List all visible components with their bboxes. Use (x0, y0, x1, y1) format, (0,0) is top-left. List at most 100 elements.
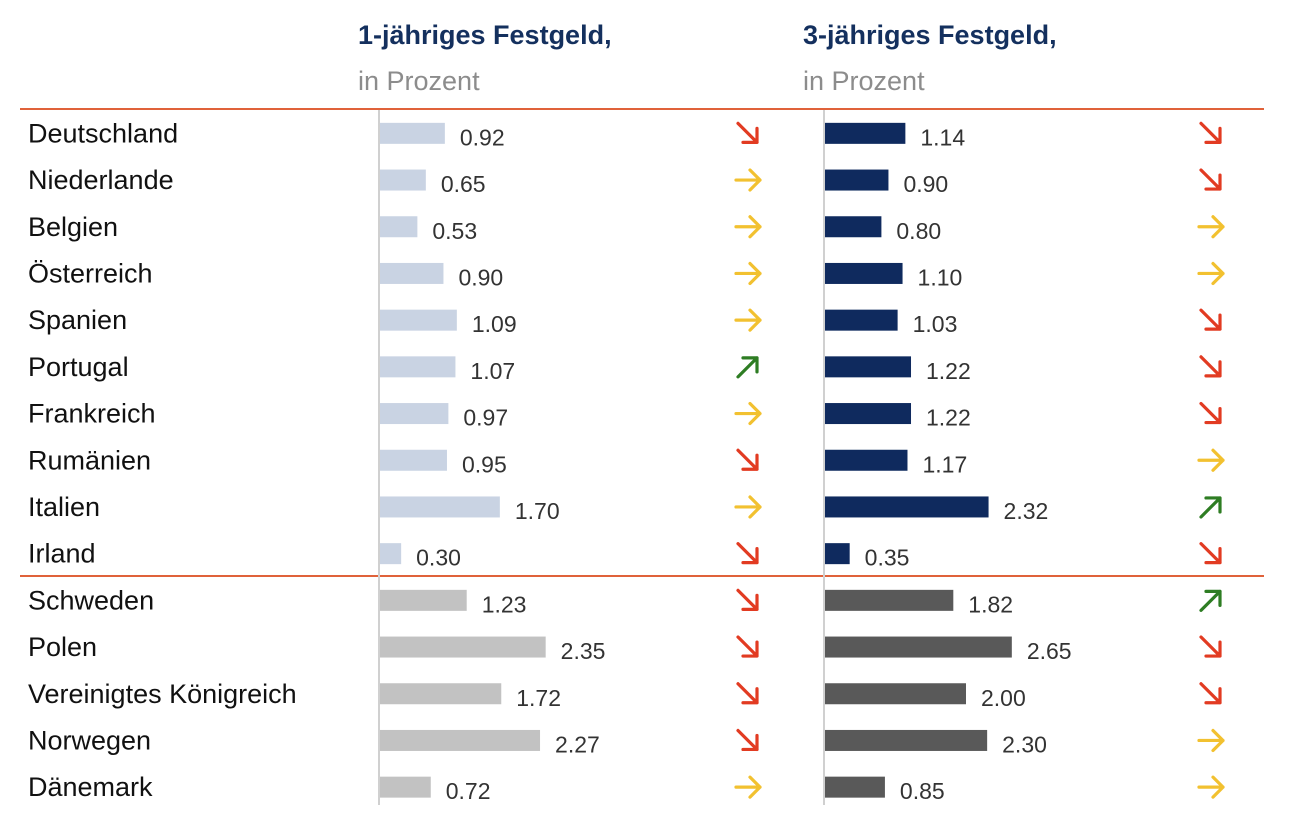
bar-1y (380, 449, 447, 471)
value-label-1y: 0.72 (446, 778, 491, 804)
value-label-1y: 0.30 (416, 545, 461, 571)
value-label-3y: 2.00 (981, 685, 1026, 711)
country-label: Spanien (28, 305, 127, 335)
value-label-3y: 1.10 (918, 264, 963, 290)
trend-flat-icon (1197, 215, 1225, 239)
value-label-1y: 1.09 (472, 311, 517, 337)
bar-3y (825, 216, 882, 238)
trend-flat-icon (734, 261, 762, 286)
bar-1y (380, 776, 431, 798)
bar-1y (380, 309, 457, 331)
bar-1y (380, 122, 445, 144)
bar-3y (825, 122, 906, 144)
country-label: Norwegen (28, 725, 151, 755)
bar-1y (380, 543, 402, 565)
bar-1y (380, 169, 426, 191)
trend-down-icon (736, 542, 759, 565)
trend-flat-icon (734, 308, 762, 332)
bar-3y (825, 543, 850, 565)
value-label-3y: 1.14 (920, 124, 965, 150)
trend-flat-icon (1197, 775, 1225, 799)
trend-down-icon (1199, 168, 1222, 191)
bar-3y (825, 729, 988, 751)
value-label-1y: 0.90 (458, 264, 503, 290)
value-label-3y: 1.22 (926, 358, 971, 384)
trend-down-icon (1199, 635, 1222, 658)
trend-up-icon (1199, 496, 1222, 519)
trend-up-icon (1199, 589, 1222, 612)
bar-3y (825, 683, 966, 705)
bar-3y (825, 309, 898, 331)
bar-1y (380, 683, 502, 705)
chart-subtitle-1y: in Prozent (358, 66, 480, 96)
chart-subtitle-3y: in Prozent (803, 66, 925, 96)
trend-down-icon (736, 588, 759, 611)
bar-3y (825, 589, 954, 611)
country-label: Frankreich (28, 399, 156, 429)
value-label-3y: 1.82 (968, 591, 1013, 617)
bar-1y (380, 496, 500, 518)
value-label-1y: 0.97 (463, 405, 508, 431)
country-label: Schweden (28, 585, 154, 615)
trend-down-icon (1199, 682, 1222, 705)
trend-down-icon (736, 728, 759, 752)
country-label: Italien (28, 492, 100, 522)
value-label-1y: 1.07 (470, 358, 515, 384)
trend-down-icon (736, 682, 759, 705)
value-label-3y: 2.30 (1002, 731, 1047, 757)
bar-3y (825, 636, 1012, 658)
value-label-1y: 0.92 (460, 124, 505, 150)
bar-1y (380, 636, 546, 658)
value-label-3y: 1.22 (926, 405, 971, 431)
trend-down-icon (1199, 308, 1222, 331)
value-label-3y: 2.65 (1027, 638, 1072, 664)
country-label: Polen (28, 632, 97, 662)
trend-down-icon (1199, 401, 1222, 425)
bar-3y (825, 262, 903, 284)
trend-down-icon (1199, 355, 1222, 378)
trend-down-icon (736, 448, 759, 471)
trend-down-icon (1199, 121, 1222, 144)
value-label-3y: 2.32 (1004, 498, 1049, 524)
value-label-3y: 0.85 (900, 778, 945, 804)
value-label-3y: 0.35 (865, 545, 910, 571)
value-label-1y: 2.27 (555, 731, 600, 757)
country-label: Vereinigtes Königreich (28, 679, 297, 709)
trend-flat-icon (734, 495, 762, 519)
bar-3y (825, 449, 908, 471)
trend-flat-icon (1197, 261, 1225, 286)
trend-flat-icon (734, 401, 762, 426)
value-label-1y: 1.72 (516, 685, 561, 711)
bar-3y (825, 776, 885, 798)
bar-3y (825, 356, 912, 378)
trend-flat-icon (734, 168, 762, 192)
chart-title-1y: 1-jähriges Festgeld, (358, 20, 612, 50)
bar-1y (380, 356, 456, 378)
trend-flat-icon (734, 215, 762, 239)
trend-down-icon (1199, 542, 1222, 565)
trend-down-icon (736, 121, 759, 144)
bar-1y (380, 262, 444, 284)
country-label: Österreich (28, 258, 153, 288)
value-label-3y: 1.03 (913, 311, 958, 337)
value-label-1y: 0.95 (462, 451, 507, 477)
value-label-1y: 1.23 (482, 591, 527, 617)
bar-1y (380, 216, 418, 238)
value-label-3y: 0.90 (903, 171, 948, 197)
trend-flat-icon (1197, 448, 1225, 472)
bar-1y (380, 403, 449, 425)
country-label: Rumänien (28, 445, 151, 475)
trend-flat-icon (734, 775, 762, 799)
value-label-1y: 0.53 (432, 218, 477, 244)
bar-3y (825, 496, 989, 518)
value-label-1y: 2.35 (561, 638, 606, 664)
value-label-1y: 1.70 (515, 498, 560, 524)
country-label: Niederlande (28, 165, 174, 195)
bar-1y (380, 729, 541, 751)
value-label-3y: 1.17 (922, 451, 967, 477)
trend-down-icon (736, 635, 759, 658)
country-label: Belgien (28, 212, 118, 242)
value-label-1y: 0.65 (441, 171, 486, 197)
country-label: Deutschland (28, 118, 178, 148)
